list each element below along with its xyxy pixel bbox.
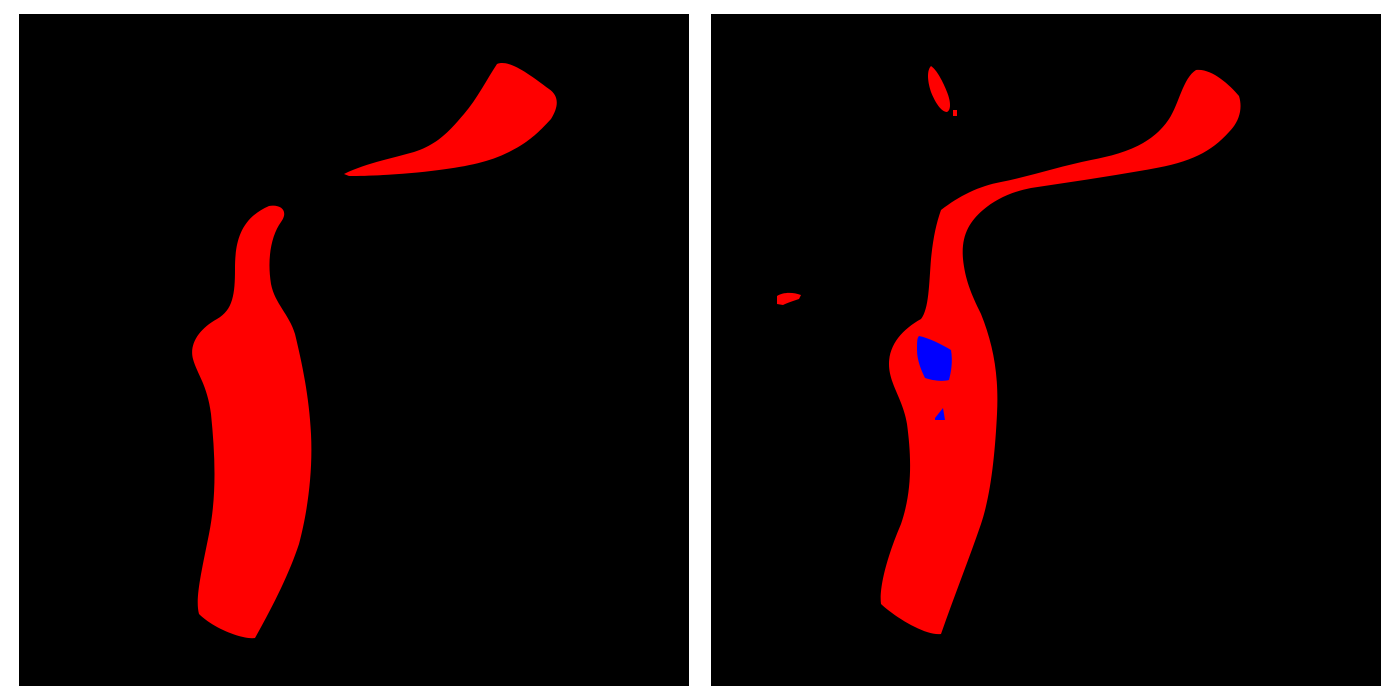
right-segmentation-mask (711, 14, 1381, 686)
right-top-speck-red-region (928, 66, 950, 112)
right-mask-svg (711, 14, 1381, 686)
right-top-dot-red-region (953, 110, 957, 116)
right-small-blue-region (935, 408, 945, 420)
left-segmentation-mask (19, 14, 689, 686)
left-upper-red-region (344, 63, 557, 176)
left-lower-red-region (192, 205, 312, 639)
right-left-speck-red-region (777, 292, 801, 305)
right-main-red-region (880, 69, 1241, 635)
left-mask-background (19, 14, 689, 686)
right-main-blue-region (917, 336, 952, 381)
right-mask-background (711, 14, 1381, 686)
left-mask-svg (19, 14, 689, 686)
